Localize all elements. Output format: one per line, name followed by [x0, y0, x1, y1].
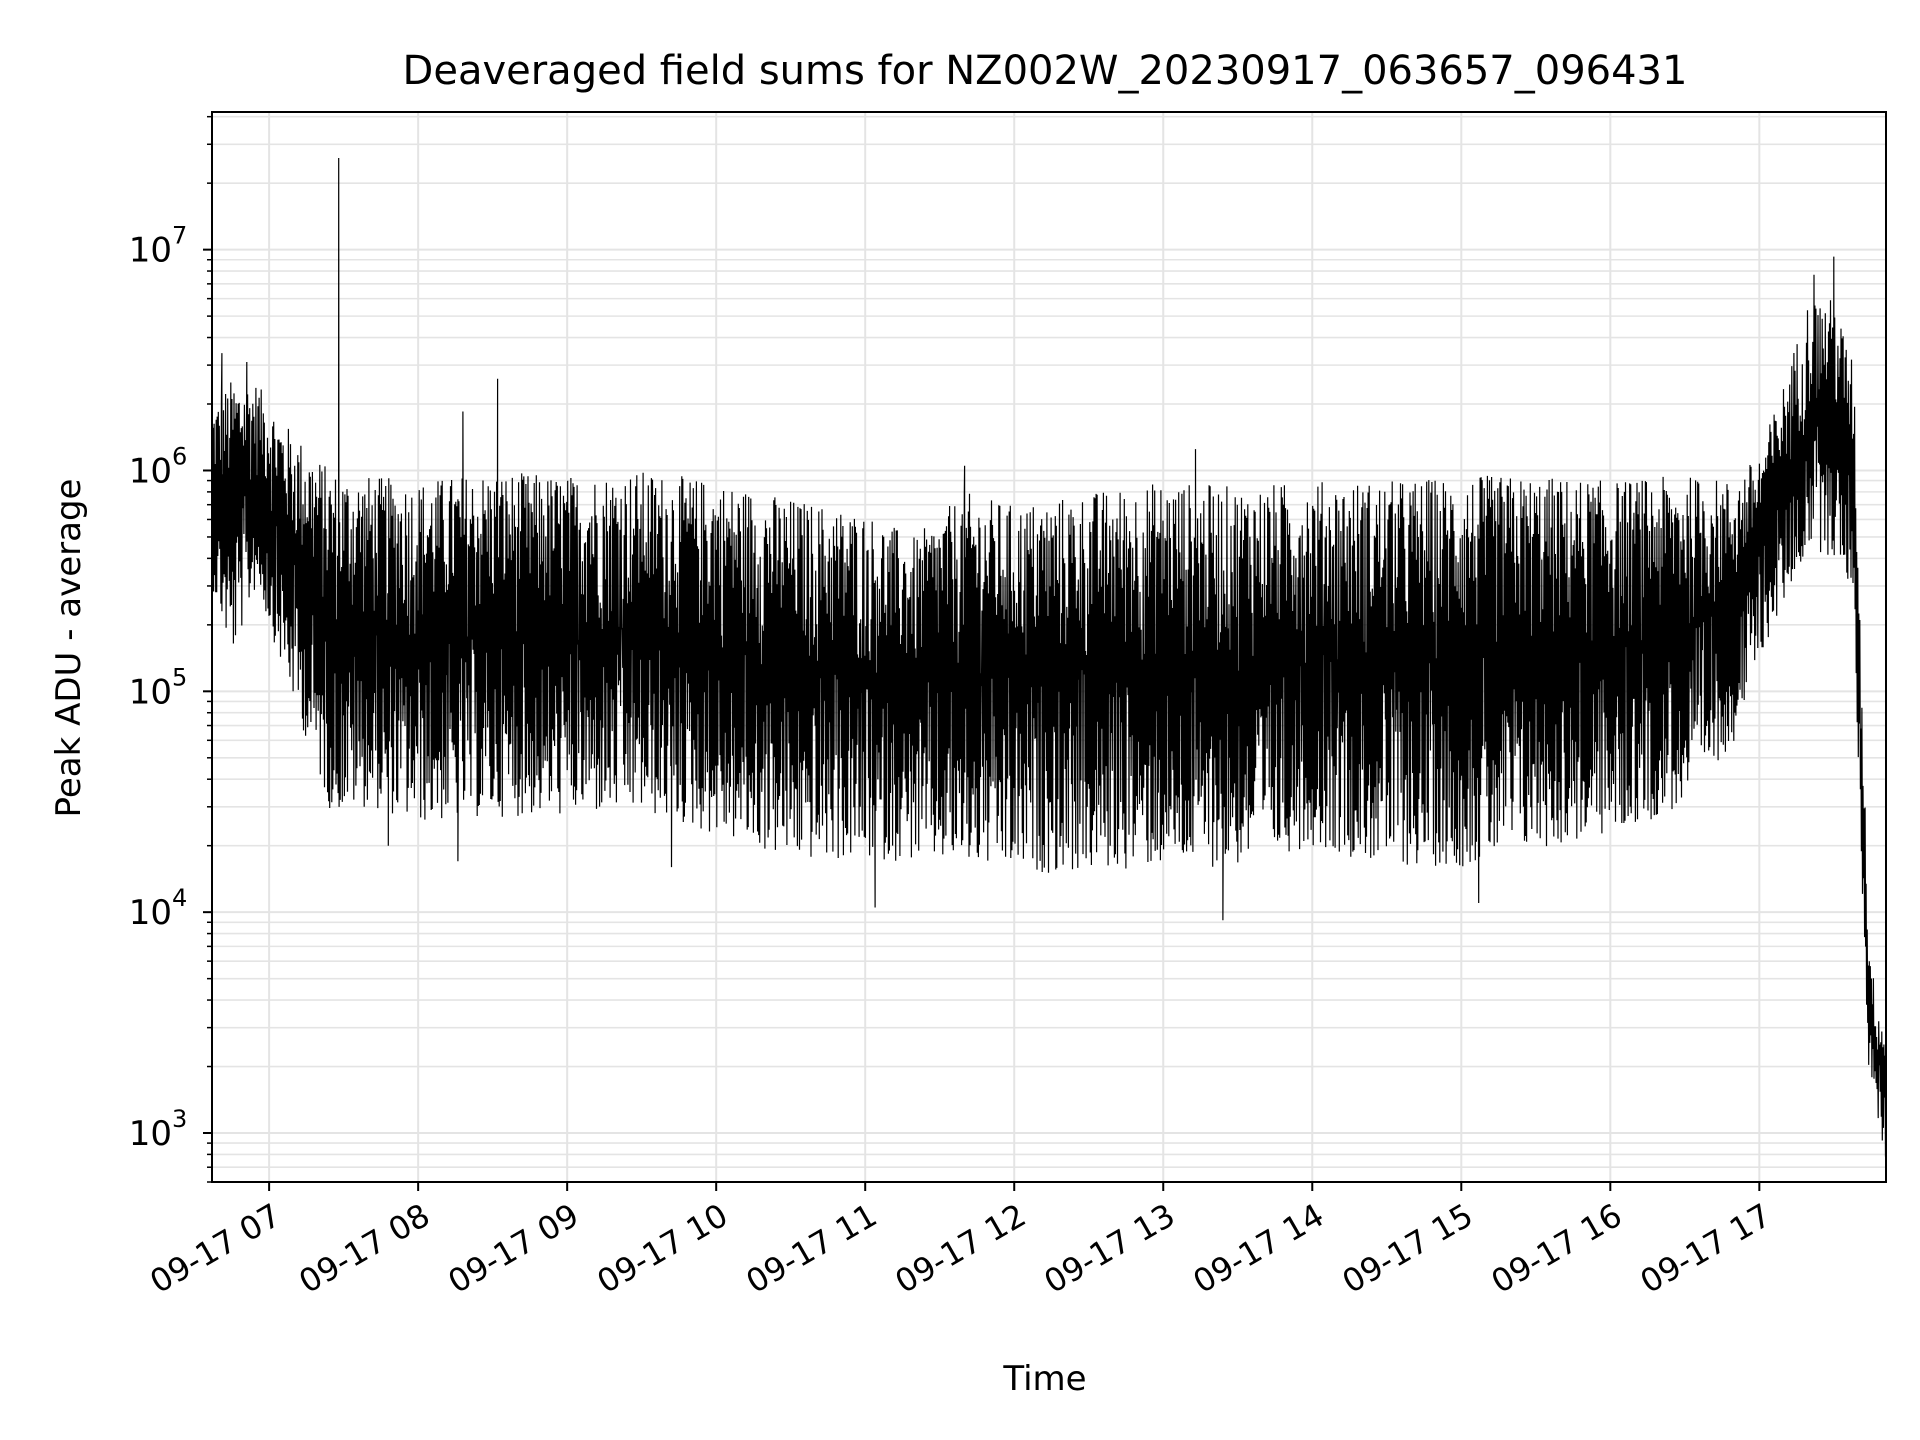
y-tick-label: 10 — [129, 1114, 172, 1154]
y-tick-label: 10 — [129, 893, 172, 933]
y-tick-label: 10 — [129, 451, 172, 491]
y-tick-exponent: 4 — [172, 884, 187, 912]
series-path — [211, 157, 1887, 1157]
y-tick-exponent: 7 — [172, 222, 187, 250]
x-axis-label: Time — [1002, 1359, 1086, 1399]
y-tick-label: 10 — [129, 672, 172, 712]
y-tick-exponent: 6 — [172, 442, 187, 470]
y-tick-exponent: 3 — [172, 1105, 187, 1133]
plot-frame — [211, 111, 1887, 1183]
y-axis-label: Peak ADU - average — [49, 479, 89, 818]
y-tick-label: 10 — [129, 231, 172, 271]
y-tick-exponent: 5 — [172, 663, 187, 691]
series-line — [211, 157, 1887, 1157]
chart-title: Deaveraged field sums for NZ002W_2023091… — [403, 48, 1688, 94]
